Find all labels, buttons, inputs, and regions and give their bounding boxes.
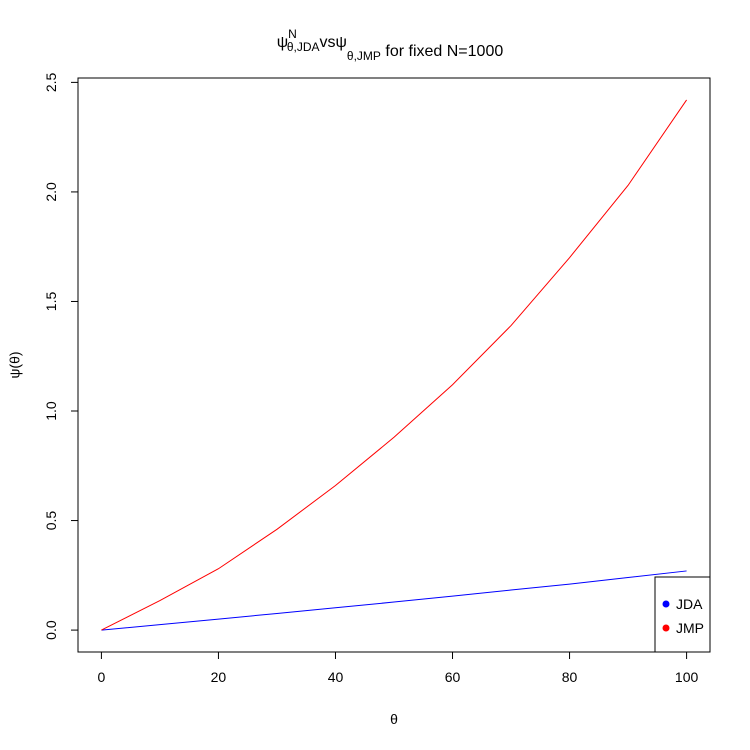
- y-tick-label: 2.5: [43, 72, 59, 92]
- y-tick-label: 1.5: [43, 292, 59, 312]
- y-tick-label: 0.5: [43, 511, 59, 531]
- y-tick-label: 2.0: [43, 182, 59, 202]
- x-tick-label: 80: [562, 669, 578, 685]
- legend-marker: [662, 624, 670, 632]
- legend-label: JMP: [676, 620, 704, 636]
- title-part: θ,JMP: [347, 49, 381, 63]
- title-part: ψ: [277, 34, 288, 51]
- chart-title: ψN θ,JDAvsψθ,JMP for fixed N=1000: [277, 27, 504, 63]
- plot-box: [77, 77, 711, 653]
- legend-marker: [662, 600, 670, 608]
- x-tick-label: 40: [328, 669, 344, 685]
- y-tick-label: 1.0: [43, 401, 59, 421]
- title-part: ψ: [336, 34, 347, 51]
- title-part: θ,JDA: [287, 40, 320, 54]
- title-part: for fixed N=1000: [381, 43, 503, 60]
- legend-label: JDA: [676, 596, 703, 612]
- y-axis-label: ψ(θ): [7, 351, 23, 378]
- x-axis-label: θ: [390, 711, 398, 727]
- x-tick-label: 100: [675, 669, 699, 685]
- y-tick-label: 0.0: [43, 620, 59, 640]
- x-tick-label: 0: [98, 669, 106, 685]
- series-line: [101, 99, 688, 631]
- title-part: vs: [320, 34, 336, 51]
- x-tick-label: 20: [211, 669, 227, 685]
- title-part: N: [288, 27, 297, 41]
- legend-box: [654, 576, 711, 653]
- series-line: [101, 570, 687, 631]
- x-tick-label: 60: [445, 669, 461, 685]
